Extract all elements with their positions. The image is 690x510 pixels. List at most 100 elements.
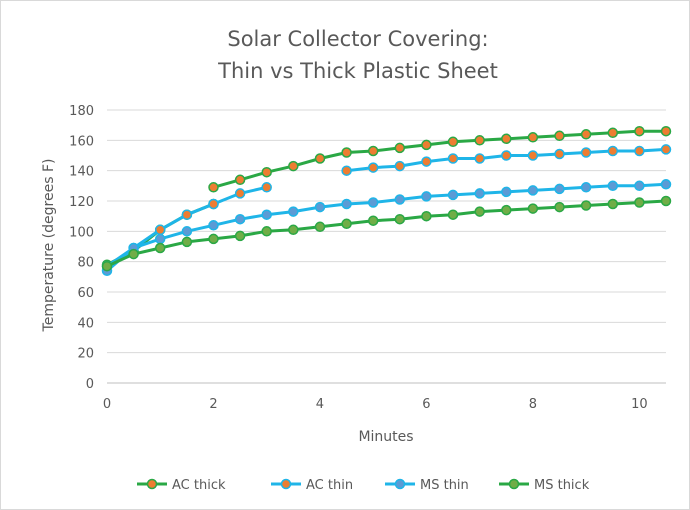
y-axis-title: Temperature (degrees F)	[41, 159, 57, 333]
series-line	[105, 182, 668, 273]
y-tick-label: 140	[69, 165, 94, 180]
data-point	[554, 148, 565, 160]
data-point	[314, 153, 326, 164]
data-point	[208, 198, 219, 210]
data-point	[527, 150, 539, 161]
x-axis-title: Minutes	[358, 429, 413, 445]
data-point	[580, 182, 592, 193]
legend-label: AC thick	[172, 478, 226, 493]
data-point	[501, 150, 512, 161]
data-point	[154, 224, 166, 236]
data-point	[208, 233, 219, 245]
x-tick-label: 8	[529, 397, 537, 412]
data-point	[607, 127, 619, 139]
legend-entry: MS thick	[499, 478, 590, 493]
data-point	[421, 210, 432, 222]
data-point	[314, 221, 326, 233]
data-point	[261, 182, 272, 193]
data-point	[607, 198, 619, 210]
data-point	[660, 125, 672, 137]
data-point	[634, 197, 645, 208]
data-point	[554, 201, 565, 213]
data-point	[261, 209, 272, 220]
data-point	[181, 209, 193, 220]
data-point	[634, 125, 645, 137]
x-tick-label: 4	[316, 397, 324, 412]
data-point	[314, 201, 326, 213]
data-point	[527, 132, 539, 143]
axes: 0 20 40 60 80 100 120 140 160 180 0 2 4 6 8 10	[69, 104, 666, 412]
y-tick-label: 60	[77, 286, 94, 301]
series-layer	[101, 125, 672, 277]
data-point	[501, 133, 512, 145]
data-point	[634, 180, 645, 192]
legend-label: AC thin	[306, 478, 353, 493]
y-tick-label: 40	[77, 316, 94, 331]
data-point	[234, 230, 246, 242]
data-point	[367, 145, 379, 157]
data-point	[181, 236, 193, 248]
y-tick-label: 120	[69, 195, 94, 210]
y-tick-label: 160	[69, 134, 94, 149]
legend-swatch-marker	[508, 478, 520, 490]
data-point	[234, 188, 246, 199]
data-point	[341, 218, 352, 230]
data-point	[288, 160, 299, 172]
data-point	[394, 213, 406, 225]
legend-entry: AC thick	[137, 478, 226, 493]
data-point	[341, 198, 352, 210]
data-point	[660, 144, 672, 155]
data-point	[474, 153, 485, 164]
data-point	[234, 213, 246, 225]
series-ms-thick	[101, 195, 672, 272]
data-point	[288, 224, 299, 236]
y-tick-label: 0	[86, 377, 94, 392]
x-tick-label: 10	[631, 397, 648, 412]
data-point	[154, 242, 166, 254]
chart-title-line1: Solar Collector Covering:	[227, 27, 488, 51]
x-tick-label: 2	[209, 397, 217, 412]
series-ms-thin	[101, 179, 672, 277]
data-point	[554, 130, 565, 142]
data-point	[660, 195, 672, 207]
legend-entry: MS thin	[385, 478, 469, 493]
y-tick-label: 80	[77, 256, 94, 271]
data-point	[181, 226, 193, 237]
legend: AC thick AC thin MS thin MS thick	[137, 478, 590, 493]
legend-swatch-marker	[280, 478, 292, 490]
data-point	[421, 191, 432, 202]
data-point	[447, 136, 459, 148]
data-point	[208, 220, 219, 231]
data-point	[367, 197, 379, 208]
data-point	[154, 233, 166, 245]
legend-label: MS thick	[534, 478, 590, 493]
data-point	[341, 147, 352, 158]
data-point	[447, 153, 459, 164]
data-point	[261, 166, 272, 178]
y-tick-label: 100	[69, 225, 94, 240]
data-point	[527, 185, 539, 196]
x-tick-label: 6	[422, 397, 430, 412]
data-point	[101, 260, 113, 272]
data-point	[501, 186, 512, 198]
data-point	[580, 147, 592, 158]
legend-label: MS thin	[420, 478, 469, 493]
y-tick-label: 20	[77, 347, 94, 362]
data-point	[607, 145, 619, 157]
data-point	[554, 183, 565, 195]
data-point	[208, 182, 219, 193]
data-point	[394, 142, 406, 154]
data-point	[634, 145, 645, 157]
data-point	[421, 139, 432, 151]
data-point	[367, 162, 379, 173]
data-point	[447, 189, 459, 201]
data-point	[128, 248, 139, 260]
x-tick-label: 0	[103, 397, 111, 412]
data-point	[234, 174, 246, 186]
data-point	[660, 179, 672, 190]
data-point	[474, 188, 485, 199]
data-point	[474, 135, 485, 146]
data-point	[607, 180, 619, 192]
data-point	[580, 200, 592, 211]
